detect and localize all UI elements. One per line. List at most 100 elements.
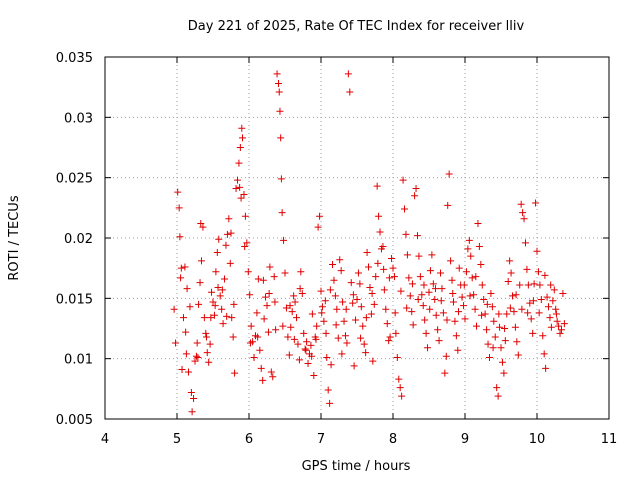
data-point (517, 200, 525, 208)
data-point (478, 281, 486, 289)
data-point (454, 346, 462, 354)
data-point (195, 300, 203, 308)
data-point (466, 292, 474, 300)
data-point (424, 344, 432, 352)
data-point (386, 333, 394, 341)
data-point (238, 124, 246, 132)
data-point (448, 276, 456, 284)
x-axis-label: GPS time / hours (302, 459, 411, 474)
data-point (310, 372, 318, 380)
data-point (445, 170, 453, 178)
data-point (537, 296, 545, 304)
data-point (244, 268, 252, 276)
data-point (437, 269, 445, 277)
data-point (241, 242, 249, 250)
data-point (270, 273, 278, 281)
data-point (182, 328, 190, 336)
data-point (480, 296, 488, 304)
data-point (260, 315, 268, 323)
data-point (197, 220, 205, 228)
data-point (550, 286, 558, 294)
data-point (374, 259, 382, 267)
data-point (498, 358, 506, 366)
data-point (194, 353, 202, 361)
data-point (250, 353, 258, 361)
data-point (483, 326, 491, 334)
data-point (509, 292, 517, 300)
data-point (521, 239, 529, 247)
data-point (314, 223, 322, 231)
data-point (422, 329, 430, 337)
data-point (363, 248, 371, 256)
data-point (520, 215, 528, 223)
data-point (539, 332, 547, 340)
data-point (347, 279, 355, 287)
data-point (214, 283, 222, 291)
data-point (546, 314, 554, 322)
data-point (366, 283, 374, 291)
data-point (383, 320, 391, 328)
data-point (329, 261, 337, 269)
data-point (267, 368, 275, 376)
data-point (530, 280, 538, 288)
data-point (483, 300, 491, 308)
data-point (254, 333, 262, 341)
data-point (282, 304, 290, 312)
data-point (222, 241, 230, 249)
data-point (471, 305, 479, 313)
data-point (209, 298, 217, 306)
data-point (228, 314, 236, 322)
data-point (190, 394, 198, 402)
data-point (529, 297, 537, 305)
data-point (518, 305, 526, 313)
data-point (254, 275, 262, 283)
data-point (207, 314, 215, 322)
data-point (226, 259, 234, 267)
data-point (449, 298, 457, 306)
data-point (507, 269, 515, 277)
data-point (225, 215, 233, 223)
data-point (295, 356, 303, 364)
data-point (524, 281, 532, 289)
data-point (349, 291, 357, 299)
data-point (416, 273, 424, 281)
x-tick-label: 6 (245, 432, 253, 447)
data-point (308, 310, 316, 318)
data-point (542, 364, 550, 372)
data-point (183, 285, 191, 293)
data-point (512, 291, 520, 299)
data-point (461, 315, 469, 323)
data-point (236, 183, 244, 191)
data-point (231, 369, 239, 377)
data-point (494, 392, 502, 400)
data-point (215, 235, 223, 243)
data-point (312, 335, 320, 343)
data-point (277, 134, 285, 142)
data-point (396, 384, 404, 392)
data-point (323, 353, 331, 361)
data-point (478, 311, 486, 319)
data-point (206, 340, 214, 348)
data-point (359, 322, 367, 330)
data-point (414, 296, 422, 304)
data-point (338, 350, 346, 358)
data-point (425, 288, 433, 296)
data-point (281, 269, 289, 277)
data-point (373, 182, 381, 190)
data-point (247, 322, 255, 330)
y-tick-label: 0.035 (56, 51, 93, 66)
data-point (294, 340, 302, 348)
data-point (320, 317, 328, 325)
data-point (331, 292, 339, 300)
data-point (472, 273, 480, 281)
data-point (376, 228, 384, 236)
data-point (419, 302, 427, 310)
data-point (421, 316, 429, 324)
data-point (473, 322, 481, 330)
data-point (213, 248, 221, 256)
data-point (284, 333, 292, 341)
data-point (280, 236, 288, 244)
data-point (279, 322, 287, 330)
data-point (223, 312, 231, 320)
data-point (418, 291, 426, 299)
